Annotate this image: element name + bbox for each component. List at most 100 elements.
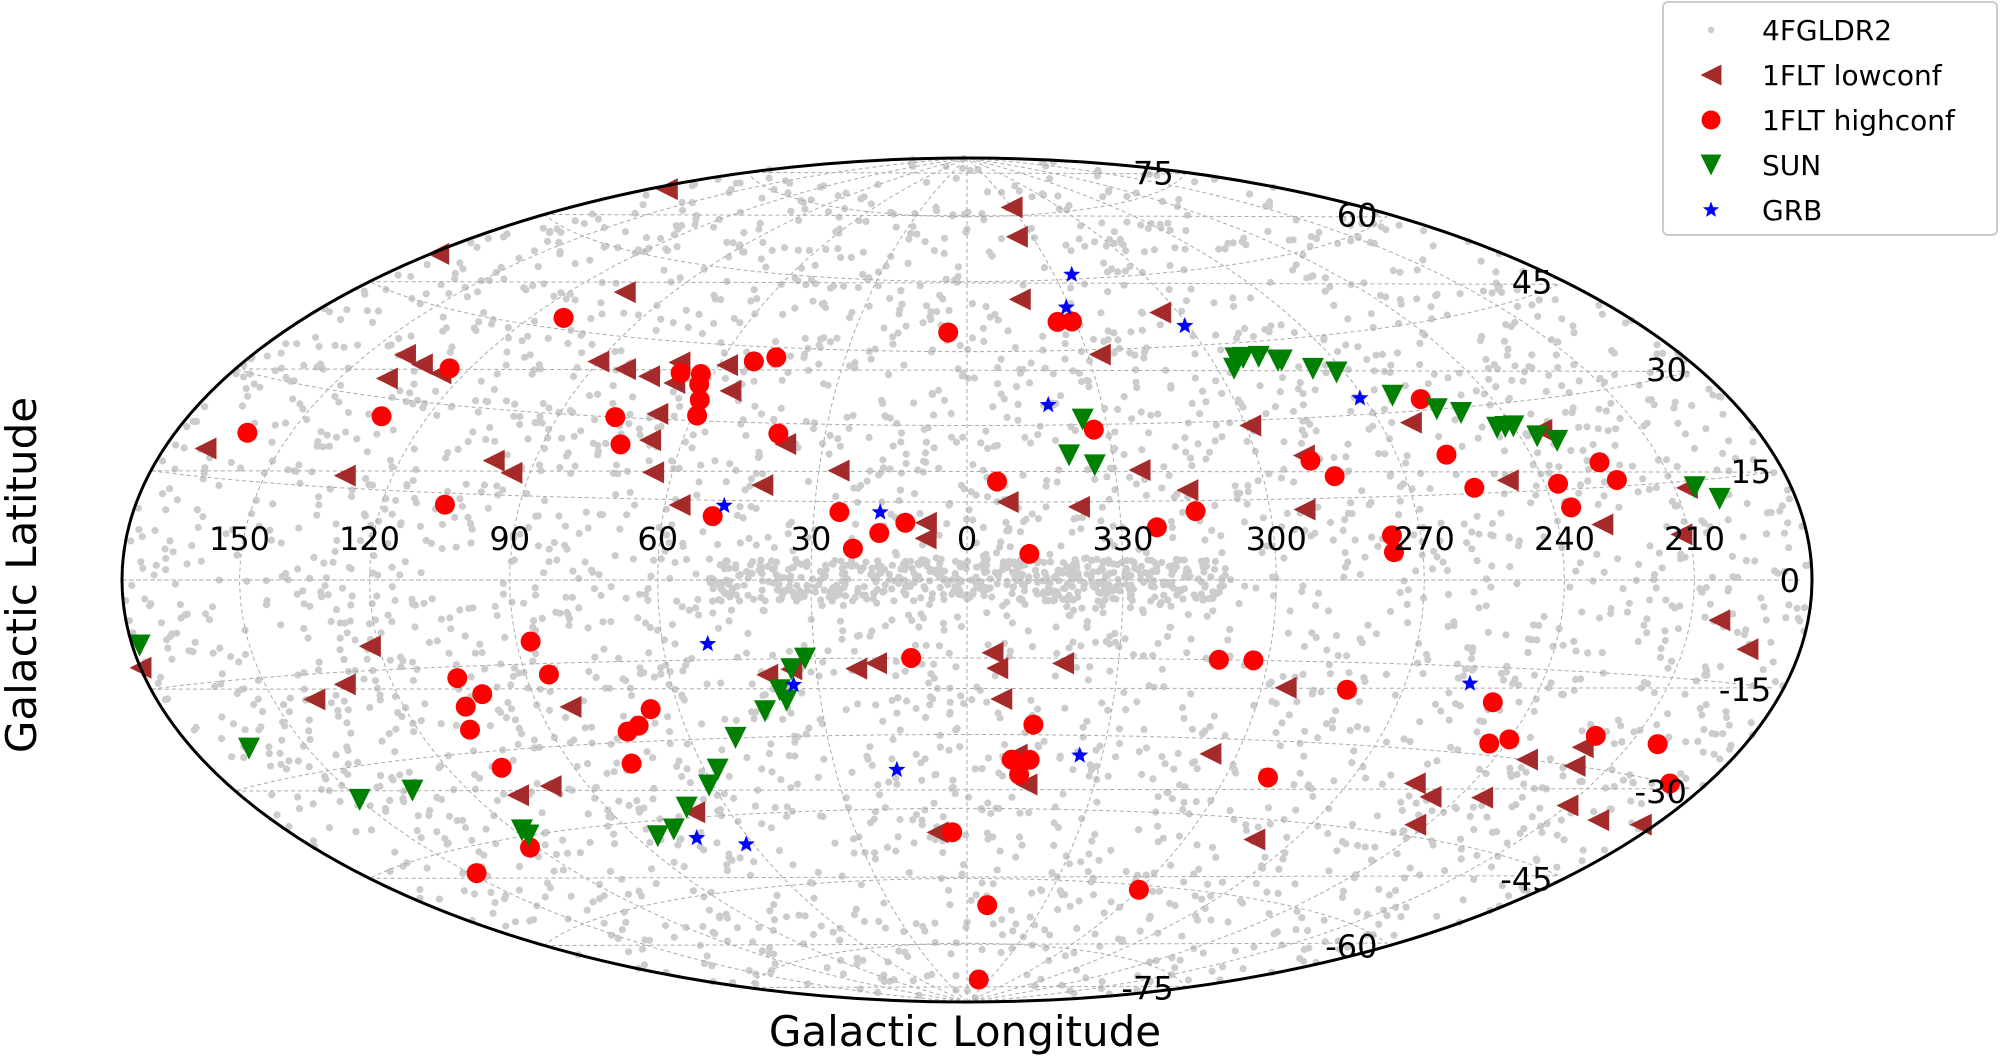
point-4FGLDR2: [1126, 349, 1134, 357]
point-4FGLDR2: [989, 403, 997, 411]
point-4FGLDR2: [580, 697, 588, 705]
point-4FGLDR2: [173, 496, 181, 504]
point-4FGLDR2: [1380, 906, 1388, 914]
point-4FGLDR2: [550, 867, 558, 875]
point-sun: [348, 788, 371, 811]
point-4FGLDR2: [1242, 821, 1250, 829]
point-4FGLDR2: [860, 583, 868, 591]
point-4FGLDR2: [888, 616, 896, 624]
point-4FGLDR2: [141, 595, 149, 603]
point-4FGLDR2: [504, 324, 512, 332]
point-4FGLDR2: [1389, 267, 1397, 275]
point-4FGLDR2: [1590, 807, 1598, 816]
point-4FGLDR2: [315, 658, 323, 666]
point-4FGLDR2: [1217, 346, 1225, 354]
point-4FGLDR2: [639, 201, 647, 209]
point-4FGLDR2: [382, 495, 390, 503]
point-4FGLDR2: [278, 736, 286, 744]
point-4FGLDR2: [433, 637, 441, 645]
point-4FGLDR2: [1275, 865, 1283, 873]
point-4FGLDR2: [544, 434, 552, 442]
point-4FGLDR2: [1025, 809, 1033, 817]
point-4FGLDR2: [1103, 473, 1111, 481]
point-4FGLDR2: [1184, 611, 1192, 619]
point-4FGLDR2: [368, 318, 377, 326]
point-sun: [1450, 402, 1473, 425]
point-4FGLDR2: [1323, 646, 1331, 654]
point-4FGLDR2: [1254, 823, 1262, 831]
point-4FGLDR2: [864, 275, 872, 284]
point-1flt-lowconf: [539, 775, 562, 798]
point-4FGLDR2: [493, 683, 501, 691]
point-4FGLDR2: [1298, 914, 1306, 922]
point-sun: [1502, 415, 1525, 438]
point-1flt-highconf: [1381, 525, 1402, 546]
point-4FGLDR2: [701, 960, 709, 968]
point-4FGLDR2: [338, 781, 346, 790]
point-4FGLDR2: [996, 714, 1004, 722]
point-4FGLDR2: [1059, 559, 1067, 567]
point-4FGLDR2: [344, 760, 352, 768]
point-4FGLDR2: [315, 501, 323, 509]
point-4FGLDR2: [1447, 743, 1455, 752]
point-4FGLDR2: [1026, 439, 1035, 447]
point-4FGLDR2: [556, 250, 564, 258]
point-4FGLDR2: [1602, 784, 1610, 792]
point-4FGLDR2: [1545, 469, 1553, 477]
point-4FGLDR2: [1035, 743, 1043, 751]
point-4FGLDR2: [1611, 441, 1619, 449]
point-4FGLDR2: [343, 719, 351, 727]
point-4FGLDR2: [940, 626, 948, 634]
point-4FGLDR2: [534, 263, 542, 271]
point-4FGLDR2: [952, 986, 960, 994]
point-4FGLDR2: [1589, 577, 1597, 585]
point-4FGLDR2: [1673, 463, 1681, 471]
point-1flt-highconf: [1023, 714, 1044, 735]
point-4FGLDR2: [685, 606, 693, 614]
point-4FGLDR2: [161, 545, 169, 553]
point-1flt-highconf: [1659, 773, 1680, 794]
point-4FGLDR2: [575, 604, 583, 612]
point-1flt-highconf: [466, 863, 487, 884]
point-4FGLDR2: [1325, 805, 1333, 813]
point-4FGLDR2: [362, 475, 370, 483]
point-4FGLDR2: [803, 562, 811, 571]
point-4FGLDR2: [1104, 336, 1112, 344]
point-4FGLDR2: [1109, 522, 1117, 530]
point-4FGLDR2: [1321, 274, 1329, 282]
point-4FGLDR2: [318, 593, 326, 601]
point-4FGLDR2: [255, 726, 263, 734]
point-4FGLDR2: [332, 433, 341, 441]
point-4FGLDR2: [1397, 913, 1405, 921]
point-4FGLDR2: [1280, 554, 1288, 562]
point-4FGLDR2: [762, 263, 770, 271]
point-4FGLDR2: [1272, 729, 1280, 737]
point-4FGLDR2: [1145, 915, 1153, 923]
point-4FGLDR2: [1290, 328, 1299, 337]
point-4FGLDR2: [1096, 589, 1104, 598]
point-4FGLDR2: [923, 302, 931, 310]
point-4FGLDR2: [1278, 523, 1286, 531]
point-4FGLDR2: [1472, 387, 1480, 395]
point-4FGLDR2: [1428, 315, 1436, 323]
point-4FGLDR2: [1164, 789, 1172, 797]
point-4FGLDR2: [930, 411, 938, 419]
point-4FGLDR2: [979, 324, 988, 332]
point-4FGLDR2: [1091, 830, 1099, 839]
point-1flt-highconf: [1585, 725, 1606, 746]
point-4FGLDR2: [1040, 591, 1048, 599]
point-4FGLDR2: [1784, 519, 1792, 527]
point-4FGLDR2: [1180, 266, 1188, 274]
point-4FGLDR2: [1399, 480, 1408, 488]
point-4FGLDR2: [259, 708, 267, 716]
point-4FGLDR2: [949, 776, 957, 784]
point-4FGLDR2: [521, 353, 529, 361]
point-4FGLDR2: [294, 671, 302, 679]
y-tick-label: -15: [1719, 671, 1771, 709]
point-4FGLDR2: [922, 641, 930, 650]
point-4FGLDR2: [947, 950, 955, 958]
point-sun: [698, 774, 721, 797]
point-4FGLDR2: [271, 421, 279, 429]
x-tick-label: 60: [637, 520, 678, 558]
point-4FGLDR2: [263, 352, 271, 360]
